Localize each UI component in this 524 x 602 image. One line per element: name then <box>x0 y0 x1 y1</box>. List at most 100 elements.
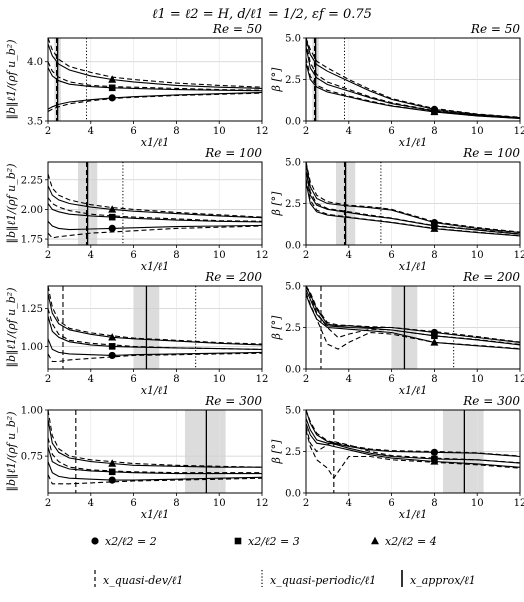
panel-title: Re = 200 <box>204 270 262 284</box>
legend-marker-triangle <box>371 536 379 545</box>
series-line-circle-dashed <box>48 92 262 112</box>
x-tick-label: 6 <box>388 374 394 385</box>
panel-title: Re = 300 <box>462 394 520 408</box>
y-tick-label: 0.0 <box>285 489 301 500</box>
series-line-square-dashed <box>48 197 262 222</box>
series-line-triangle-dashed <box>48 38 262 88</box>
legend-marker-square <box>234 537 242 545</box>
legend: x2/ℓ2 = 2 x2/ℓ2 = 3 x2/ℓ2 = 4 x_quasi-dev/ℓ… <box>91 535 476 587</box>
legend-label: x_quasi-dev/ℓ1 <box>103 574 183 587</box>
x-tick-label: 12 <box>514 126 524 137</box>
panel-6: 2 4 6 8 10 12 0.0 2.5 5.0 Re = 200 x1/ℓ1 β [°] <box>270 270 524 397</box>
x-tick-label: 2 <box>45 250 51 261</box>
x-tick-label: 10 <box>471 498 484 509</box>
x-tick-label: 12 <box>514 250 524 261</box>
series-line-circle-dashed <box>306 286 520 343</box>
series-line-square-solid <box>306 170 520 235</box>
series-line-circle-solid <box>306 162 520 234</box>
series-line-circle-dashed <box>48 225 262 239</box>
series-line-square-dashed <box>306 165 520 235</box>
y-axis-label: β [°] <box>270 315 283 341</box>
legend-label: x_approx/ℓ1 <box>410 574 476 587</box>
x-tick-label: 12 <box>514 498 524 509</box>
series-line-circle-dashed <box>48 474 262 485</box>
y-tick-label: 2.5 <box>285 199 301 210</box>
y-tick-label: 4.0 <box>27 57 43 68</box>
x-axis-label: x1/ℓ1 <box>141 136 170 149</box>
marker-triangle <box>430 107 439 116</box>
x-tick-label: 6 <box>388 250 394 261</box>
y-tick-label: 5.0 <box>285 282 301 293</box>
y-axis-label: ‖b‖ℓ1/(ρf u_b²) <box>5 412 19 492</box>
x-axis-label: x1/ℓ1 <box>399 260 428 273</box>
x-tick-label: 2 <box>303 374 309 385</box>
x-tick-label: 8 <box>173 250 179 261</box>
marker-circle <box>108 476 116 484</box>
series-line-triangle-solid <box>48 43 262 89</box>
series-line-circle-solid <box>48 461 262 481</box>
series-line-triangle-solid <box>306 423 520 468</box>
y-axis-label: β [°] <box>270 439 283 465</box>
legend-item-solid: x_approx/ℓ1 <box>401 570 476 587</box>
series-line-square-solid <box>48 203 262 223</box>
legend-label: x2/ℓ2 = 2 <box>105 535 157 548</box>
series-line-circle-solid <box>48 220 262 231</box>
series-line-triangle-solid <box>306 294 520 350</box>
y-tick-label: 0.0 <box>285 365 301 376</box>
x-tick-label: 10 <box>213 250 226 261</box>
panel-1: 2 4 6 8 10 12 3.5 4.0 Re = 50 x1/ℓ1 ‖b‖ℓ1/(ρf u_b²… <box>5 22 268 149</box>
y-tick-label: 2.00 <box>21 205 43 216</box>
series-line-square-dashed <box>306 286 520 345</box>
series-line-circle-dashed <box>306 410 520 457</box>
series-line-triangle-dashed <box>306 57 520 119</box>
x-tick-label: 2 <box>45 374 51 385</box>
x-axis-label: x1/ℓ1 <box>399 136 428 149</box>
series-line-circle-solid <box>48 91 262 110</box>
x-axis-label: x1/ℓ1 <box>399 384 428 397</box>
series-line-circle-dashed <box>306 38 520 118</box>
series-line-square-solid <box>48 446 262 475</box>
marker-circle <box>108 224 116 232</box>
x-tick-label: 6 <box>130 126 136 137</box>
x-tick-label: 8 <box>431 250 437 261</box>
panel-7: 2 4 6 8 10 12 0.75 1.00 Re = 300 x1/ℓ1 ‖b‖ℓ1/(ρf u… <box>5 394 268 521</box>
marker-square <box>431 332 438 340</box>
marker-square <box>108 84 116 92</box>
axes-frame <box>47 285 263 370</box>
x-tick-label: 8 <box>173 126 179 137</box>
series-line-square-solid <box>48 67 262 92</box>
approx-band <box>184 410 226 493</box>
marker-circle <box>108 351 116 360</box>
x-tick-label: 2 <box>45 498 51 509</box>
series-line-square-dashed <box>306 41 520 119</box>
x-axis-label: x1/ℓ1 <box>141 508 170 521</box>
panel-title: Re = 100 <box>204 146 262 160</box>
panel-3: 2 4 6 8 10 12 1.75 2.00 2.25 Re = 100 x1/ℓ1 ‖b‖ℓ1/(… <box>5 146 268 273</box>
x-tick-label: 4 <box>88 126 94 137</box>
x-axis-label: x1/ℓ1 <box>141 384 170 397</box>
x-tick-label: 8 <box>431 498 437 509</box>
x-tick-label: 2 <box>303 250 309 261</box>
marker-circle <box>108 94 116 102</box>
x-tick-label: 12 <box>256 374 269 385</box>
y-axis-label: ‖b‖ℓ1/(ρf u_b²) <box>5 40 19 120</box>
panel-title: Re = 100 <box>462 146 520 160</box>
legend-item-dashed: x_quasi-dev/ℓ1 <box>94 570 183 587</box>
series-line-triangle-dashed <box>306 429 520 480</box>
series-line-triangle-dashed <box>48 173 262 218</box>
marker-square <box>108 468 116 476</box>
x-tick-label: 12 <box>256 498 269 509</box>
series-line-triangle-solid <box>306 181 520 237</box>
x-tick-label: 12 <box>256 250 269 261</box>
series-line-square-dashed <box>48 308 262 350</box>
x-tick-label: 4 <box>346 498 352 509</box>
x-tick-label: 8 <box>431 126 437 137</box>
legend-item-circle: x2/ℓ2 = 2 <box>91 535 157 548</box>
x-tick-label: 6 <box>388 126 394 137</box>
x-tick-label: 4 <box>88 250 94 261</box>
panel-8: 2 4 6 8 10 12 0.0 2.5 5.0 Re = 300 x1/ℓ1 β [°] <box>270 394 524 521</box>
y-tick-label: 2.25 <box>21 175 43 186</box>
series-line-square-solid <box>306 418 520 464</box>
legend-item-triangle: x2/ℓ2 = 4 <box>371 535 437 548</box>
legend-marker-circle <box>91 537 99 545</box>
